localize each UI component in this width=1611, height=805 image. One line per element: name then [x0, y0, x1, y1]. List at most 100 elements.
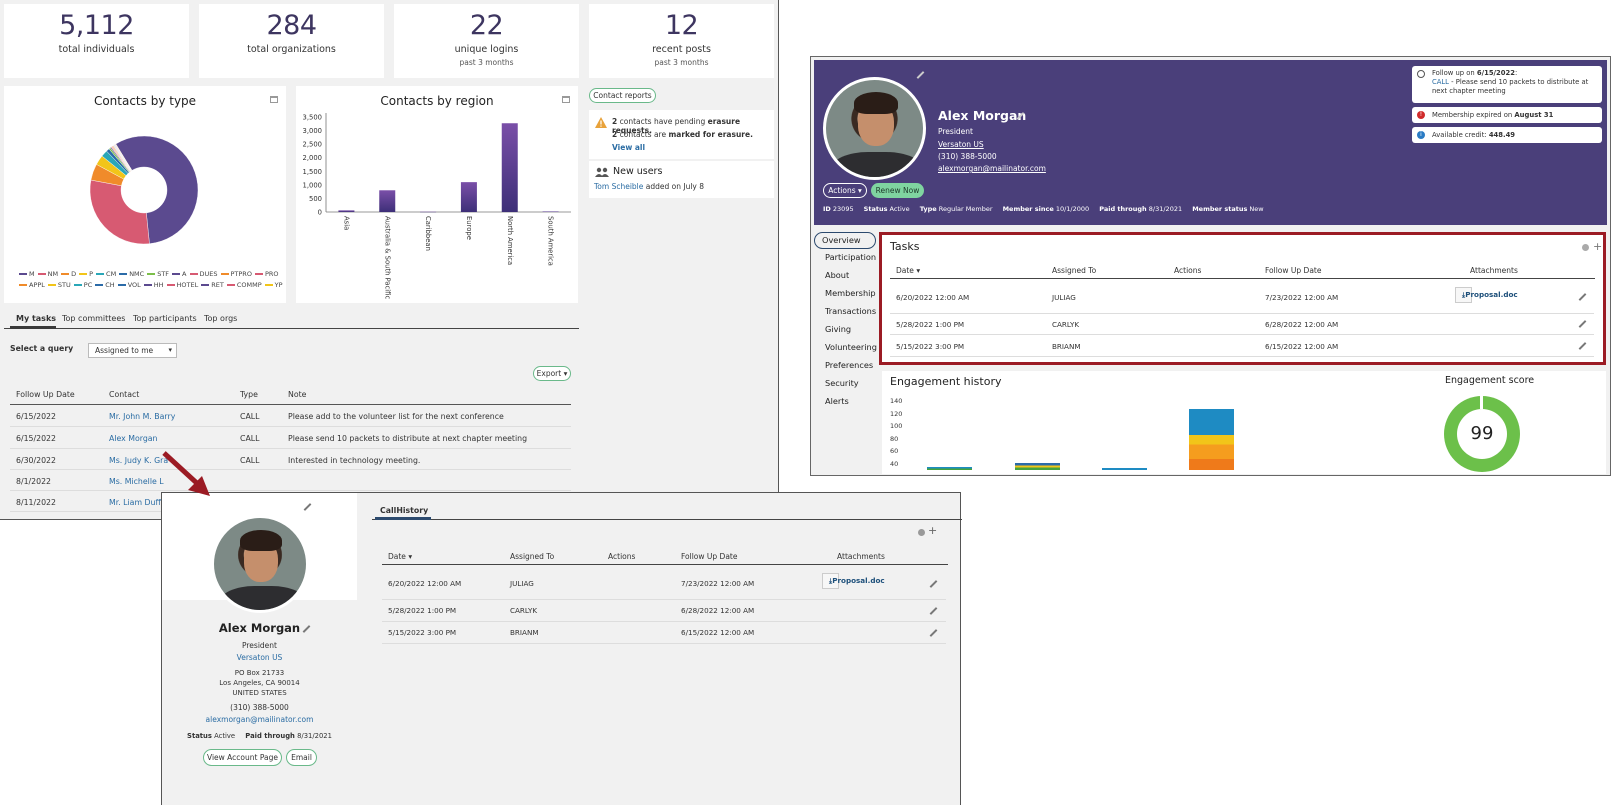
legend-item-yp[interactable]: YP	[262, 280, 283, 291]
engagement-bar[interactable]	[1102, 468, 1147, 470]
column-header-actions[interactable]: Actions	[1174, 266, 1202, 275]
legend-item-cm[interactable]: CM	[93, 269, 116, 280]
column-header[interactable]: Note	[288, 390, 307, 399]
nav-preferences[interactable]: Preferences	[825, 360, 874, 370]
bar-south-america[interactable]	[542, 211, 559, 212]
add-call-icon[interactable]: +	[928, 524, 938, 537]
cell-contact-link[interactable]: Mr. John M. Barry	[109, 412, 176, 421]
legend-item-m[interactable]: M	[16, 269, 35, 280]
profile-org-link[interactable]: Versaton US	[938, 140, 984, 149]
legend-item-d[interactable]: D	[58, 269, 76, 280]
add-task-icon[interactable]: +	[1593, 240, 1603, 253]
donut-slice-nm[interactable]	[89, 179, 150, 245]
legend-item-dues[interactable]: DUES	[187, 269, 218, 280]
table-row[interactable]: 6/20/2022 12:00 AM JULIAG 7/23/2022 12:0…	[890, 281, 1594, 314]
column-header-date[interactable]: Date ▾	[896, 266, 921, 275]
bar-asia[interactable]	[338, 210, 355, 212]
column-header-assigned[interactable]: Assigned To	[510, 552, 555, 561]
stat-card-individuals[interactable]: 5,112 total individuals	[4, 4, 189, 78]
bar-caribbean[interactable]	[420, 211, 437, 213]
credit-alert[interactable]: i Available credit: 448.49	[1412, 127, 1602, 143]
legend-item-vol[interactable]: VOL	[115, 280, 141, 291]
view-account-page-button[interactable]: View Account Page	[203, 749, 282, 766]
table-row[interactable]: 6/15/2022 Mr. John M. Barry CALL Please …	[10, 405, 571, 427]
legend-item-commp[interactable]: COMMP	[224, 280, 262, 291]
cell-contact-link[interactable]: Mr. Liam Duffi	[109, 498, 164, 507]
bar-australia-south-pacific[interactable]	[379, 190, 396, 212]
contact-reports-button[interactable]: Contact reports	[589, 88, 656, 103]
column-header-followup[interactable]: Follow Up Date	[681, 552, 738, 561]
legend-item-stf[interactable]: STF	[144, 269, 169, 280]
bar-north-america[interactable]	[501, 123, 518, 212]
legend-item-pro[interactable]: PRO	[252, 269, 279, 280]
nav-alerts[interactable]: Alerts	[825, 396, 849, 406]
legend-item-hh[interactable]: HH	[141, 280, 164, 291]
legend-item-ret[interactable]: RET	[198, 280, 224, 291]
calendar-icon[interactable]	[562, 96, 570, 103]
stat-card-organizations[interactable]: 284 total organizations	[199, 4, 384, 78]
attachment-button[interactable]: ⤓ Proposal.doc	[822, 573, 885, 589]
column-header[interactable]: Type	[240, 390, 258, 399]
legend-item-ptpro[interactable]: PTPRO	[218, 269, 252, 280]
nav-about[interactable]: About	[825, 270, 850, 280]
stat-card-posts[interactable]: 12 recent posts past 3 months	[589, 4, 774, 78]
table-row[interactable]: 6/30/2022 Ms. Judy K. Gra CALL Intereste…	[10, 449, 571, 470]
legend-item-p[interactable]: P	[76, 269, 93, 280]
tab-top-committees[interactable]: Top committees	[62, 314, 126, 323]
engagement-bar[interactable]	[1015, 463, 1060, 470]
table-row[interactable]: 5/15/2022 3:00 PM BRIANM 6/15/2022 12:00…	[890, 335, 1594, 357]
nav-giving[interactable]: Giving	[825, 324, 852, 334]
settings-gear-icon[interactable]	[918, 529, 925, 536]
new-user-link[interactable]: Tom Scheible	[594, 182, 644, 191]
profile-email-link[interactable]: alexmorgan@mailinator.com	[938, 164, 1046, 173]
column-header-attachments[interactable]: Attachments	[837, 552, 885, 561]
email-button[interactable]: Email	[286, 749, 317, 766]
cell-contact-link[interactable]: Ms. Michelle L	[109, 477, 164, 486]
legend-item-stu[interactable]: STU	[45, 280, 71, 291]
table-row[interactable]: 8/1/2022 Ms. Michelle L	[10, 470, 571, 491]
table-row[interactable]: 5/15/2022 3:00 PM BRIANM 6/15/2022 12:00…	[382, 622, 946, 644]
column-header-attachments[interactable]: Attachments	[1470, 266, 1518, 275]
nav-participation[interactable]: Participation	[825, 252, 877, 262]
tab-callhistory[interactable]: CallHistory	[380, 506, 429, 515]
legacy-email-link[interactable]: alexmorgan@mailinator.com	[205, 715, 314, 724]
edit-task-icon[interactable]	[1578, 320, 1587, 328]
edit-task-icon[interactable]	[929, 629, 938, 637]
column-header-assigned[interactable]: Assigned To	[1052, 266, 1097, 275]
tab-top-orgs[interactable]: Top orgs	[204, 314, 238, 323]
donut-slice-yp[interactable]	[115, 143, 133, 171]
stat-card-logins[interactable]: 22 unique logins past 3 months	[394, 4, 579, 78]
donut-slice-m[interactable]	[115, 135, 199, 244]
nav-security[interactable]: Security	[825, 378, 859, 388]
bar-europe[interactable]	[460, 182, 477, 212]
table-row[interactable]: 5/28/2022 1:00 PM CARLYK 6/28/2022 12:00…	[890, 314, 1594, 335]
edit-task-icon[interactable]	[1578, 293, 1587, 301]
actions-button[interactable]: Actions ▾	[823, 183, 867, 198]
tab-my-tasks[interactable]: My tasks	[16, 314, 57, 323]
legend-item-pc[interactable]: PC	[71, 280, 92, 291]
followup-call-link[interactable]: CALL	[1432, 78, 1449, 86]
legend-item-appl[interactable]: APPL	[16, 280, 45, 291]
table-row[interactable]: 6/15/2022 Alex Morgan CALL Please send 1…	[10, 427, 571, 449]
attachment-button[interactable]: ⤓ Proposal.doc	[1455, 287, 1518, 303]
followup-alert[interactable]: Follow up on 6/15/2022: CALL - Please se…	[1412, 66, 1602, 103]
table-row[interactable]: 5/28/2022 1:00 PM CARLYK 6/28/2022 12:00…	[382, 600, 946, 622]
edit-task-icon[interactable]	[929, 607, 938, 615]
cell-contact-link[interactable]: Alex Morgan	[109, 434, 158, 443]
legend-item-nm[interactable]: NM	[35, 269, 58, 280]
view-all-link[interactable]: View all	[612, 143, 646, 152]
edit-task-icon[interactable]	[929, 580, 938, 588]
tab-top-participants[interactable]: Top participants	[133, 314, 197, 323]
column-header-followup[interactable]: Follow Up Date	[1265, 266, 1322, 275]
column-header[interactable]: Follow Up Date	[16, 390, 75, 399]
legend-item-ch[interactable]: CH	[92, 280, 115, 291]
cell-contact-link[interactable]: Ms. Judy K. Gra	[109, 456, 169, 465]
nav-volunteering[interactable]: Volunteering	[825, 342, 877, 352]
legend-item-nmc[interactable]: NMC	[116, 269, 144, 280]
engagement-bar[interactable]	[1189, 409, 1234, 470]
edit-task-icon[interactable]	[1578, 342, 1587, 350]
query-select[interactable]: Assigned to me ▾	[88, 343, 177, 358]
nav-overview[interactable]: Overview	[814, 232, 876, 249]
nav-transactions[interactable]: Transactions	[825, 306, 877, 316]
edit-photo-icon[interactable]	[916, 71, 925, 79]
